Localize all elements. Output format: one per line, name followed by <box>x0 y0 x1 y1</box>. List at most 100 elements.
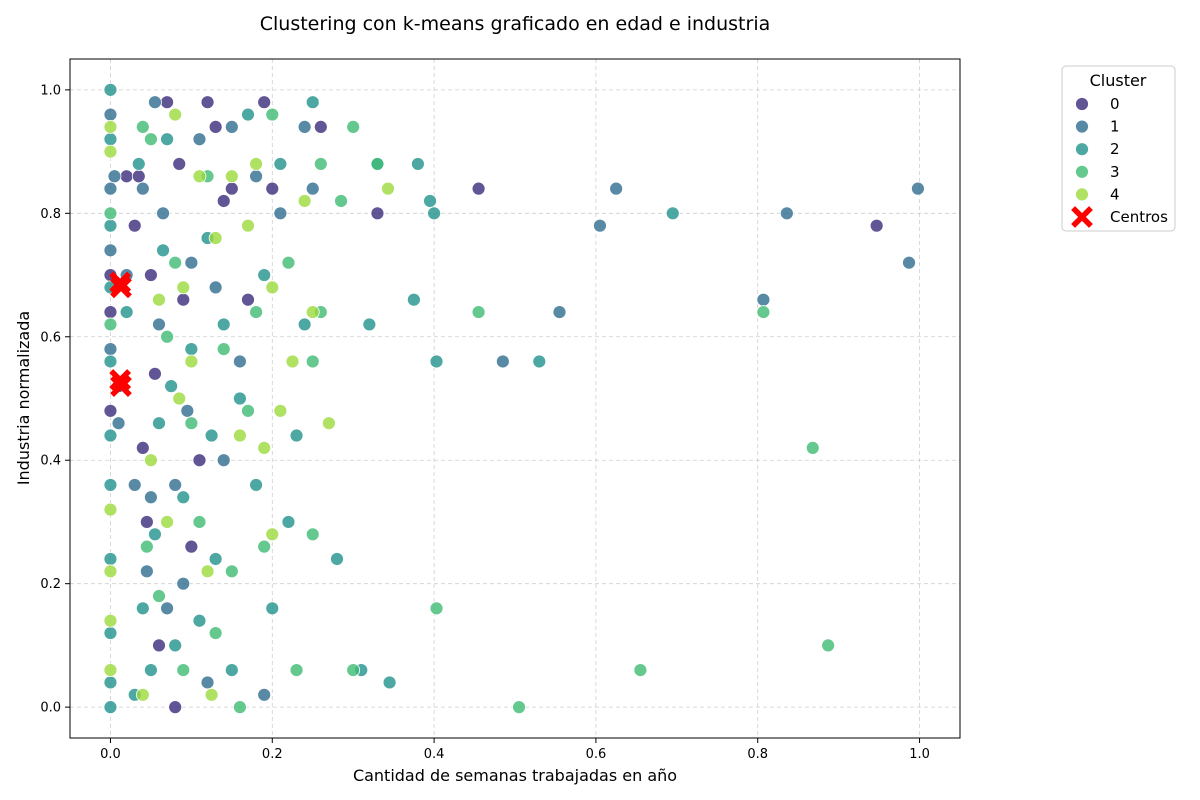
x-tick-label: 0.0 <box>100 747 121 762</box>
cluster-1-point <box>216 453 231 468</box>
cluster-2-point <box>330 552 344 566</box>
cluster-0-point <box>192 453 207 468</box>
cluster-1-point <box>156 206 170 221</box>
cluster-3-point <box>103 317 118 332</box>
data-points <box>103 82 925 715</box>
cluster-2-point <box>249 478 263 492</box>
cluster-3-point <box>249 305 263 319</box>
cluster-2-point <box>184 342 199 357</box>
cluster-2-point <box>281 515 296 529</box>
cluster-1-point <box>911 181 925 196</box>
legend-marker-centros <box>1071 206 1093 228</box>
cluster-2-point <box>208 552 223 566</box>
cluster-2-point <box>103 700 118 715</box>
cluster-1-point <box>103 181 118 196</box>
cluster-1-point <box>297 120 312 134</box>
x-tick-label: 1.0 <box>909 747 930 762</box>
cluster-4-point <box>168 107 183 122</box>
legend-label: 3 <box>1110 163 1120 181</box>
cluster-2-point <box>233 391 247 406</box>
cluster-1-point <box>208 280 223 295</box>
cluster-1-point <box>139 564 154 579</box>
cluster-4-point <box>103 564 118 579</box>
cluster-0-point <box>103 305 118 319</box>
cluster-3-point <box>192 515 207 529</box>
cluster-4-point <box>208 231 223 245</box>
cluster-2-point <box>289 428 304 443</box>
cluster-3-point <box>346 663 361 677</box>
cluster-2-point <box>192 613 207 628</box>
cluster-3-point <box>184 416 199 431</box>
y-tick-label: 0.4 <box>40 454 61 469</box>
cluster-3-point <box>313 157 328 171</box>
cluster-0-point <box>184 539 199 554</box>
cluster-1-point <box>103 243 118 258</box>
cluster-2-point <box>305 95 320 110</box>
cluster-1-point <box>168 478 183 492</box>
cluster-4-point <box>103 663 118 677</box>
cluster-3-point <box>289 663 304 677</box>
cluster-4-point <box>184 354 199 369</box>
cluster-3-point <box>512 700 526 715</box>
cluster-2-point <box>103 132 118 147</box>
cluster-2-point <box>382 675 397 690</box>
x-tick-label: 0.4 <box>424 747 445 762</box>
cluster-1-point <box>233 354 247 369</box>
cluster-1-point <box>495 354 510 369</box>
x-tick-label: 0.6 <box>586 747 607 762</box>
cluster-0-point <box>241 292 255 307</box>
cluster-2-point <box>176 490 191 505</box>
cluster-3-point <box>346 120 361 134</box>
chart-title: Clustering con k-means graficado en edad… <box>260 13 771 35</box>
cluster-4-point <box>233 428 247 443</box>
cluster-3-point <box>257 539 272 554</box>
cluster-2-point <box>216 317 231 332</box>
cluster-3-point <box>821 638 836 653</box>
cluster-3-point <box>208 626 223 640</box>
cluster-1-point <box>180 403 195 418</box>
cluster-3-point <box>176 663 191 677</box>
cluster-4-point <box>224 169 239 184</box>
cluster-4-point <box>200 564 215 579</box>
cluster-4-point <box>103 613 118 628</box>
cluster-1-point <box>144 490 158 505</box>
x-tick-label: 0.8 <box>747 747 768 762</box>
cluster-0-point <box>313 120 328 134</box>
cluster-3-point <box>216 342 231 357</box>
legend-label: 2 <box>1110 140 1120 158</box>
cluster-1-point <box>257 687 272 702</box>
cluster-1-point <box>111 416 126 431</box>
cluster-3-point <box>233 700 247 715</box>
cluster-1-point <box>593 218 607 233</box>
cluster-4-point <box>176 280 191 295</box>
cluster-1-point <box>148 95 162 110</box>
cluster-1-point <box>192 132 207 147</box>
cluster-4-point <box>265 280 280 295</box>
cluster-2-point <box>257 268 272 282</box>
cluster-0-point <box>471 181 486 196</box>
cluster-4-point <box>103 120 118 134</box>
cluster-3-point <box>805 440 820 455</box>
cluster-2-point <box>168 638 183 653</box>
cluster-2-point <box>103 552 118 566</box>
y-tick-label: 0.8 <box>40 207 61 222</box>
cluster-2-point <box>411 157 425 171</box>
cluster-4-point <box>135 687 150 702</box>
legend-label: 1 <box>1110 118 1120 136</box>
cluster-0-point <box>144 268 158 282</box>
cluster-2-point <box>135 601 150 616</box>
cluster-2-point <box>160 132 174 147</box>
legend-label: Centros <box>1110 208 1168 226</box>
legend-marker-0 <box>1075 97 1089 111</box>
cluster-0-point <box>257 95 272 110</box>
y-tick-label: 0.2 <box>40 577 61 592</box>
cluster-1-point <box>249 169 263 184</box>
legend-marker-2 <box>1075 142 1089 157</box>
cluster-2-point <box>224 663 239 677</box>
cluster-0-point <box>869 218 884 233</box>
cluster-2-point <box>423 194 437 208</box>
cluster-3-point <box>756 305 771 319</box>
cluster-centers <box>109 271 132 398</box>
cluster-2-point <box>204 428 219 443</box>
cluster-3-point <box>429 601 444 616</box>
